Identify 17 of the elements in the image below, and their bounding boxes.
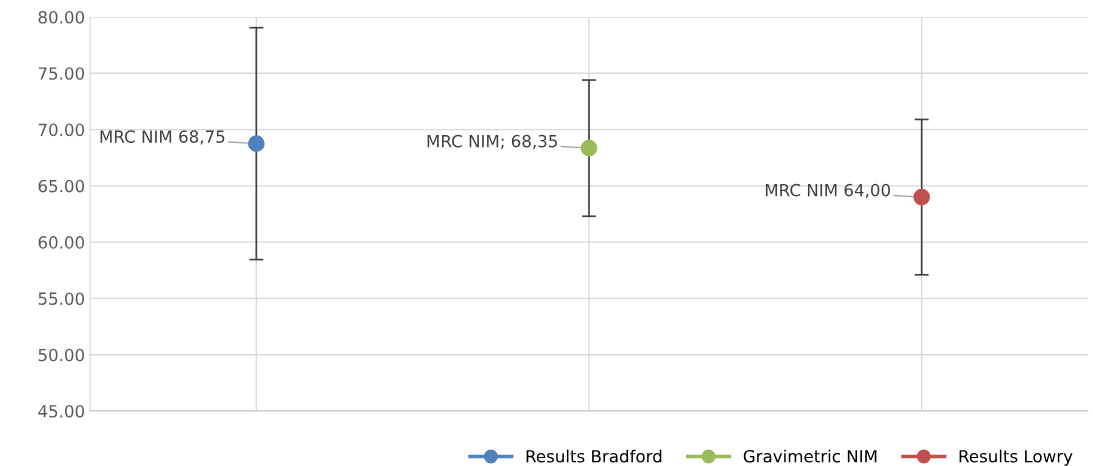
y-tick-label: 80.00	[38, 10, 85, 24]
y-tick-label: 50.00	[38, 348, 85, 362]
y-tick-label: 65.00	[38, 179, 85, 193]
legend-label: Gravimetric NIM	[743, 449, 877, 463]
y-tick-label: 60.00	[38, 236, 85, 249]
point	[913, 188, 931, 206]
point	[580, 139, 598, 157]
y-tick-label: 55.00	[38, 292, 85, 305]
data-label: MRC NIM 64,00	[765, 183, 890, 199]
y-tick-label: 70.00	[38, 123, 85, 137]
data-label: MRC NIM 68,75	[100, 130, 225, 145]
data-label: MRC NIM; 68,35	[427, 134, 557, 150]
y-tick-label: 75.00	[38, 67, 85, 80]
point	[247, 135, 265, 152]
legend-label: Results Lowry	[959, 449, 1073, 466]
legend-label: Results Bradford	[526, 449, 662, 463]
y-tick-label: 45.00	[38, 404, 85, 418]
